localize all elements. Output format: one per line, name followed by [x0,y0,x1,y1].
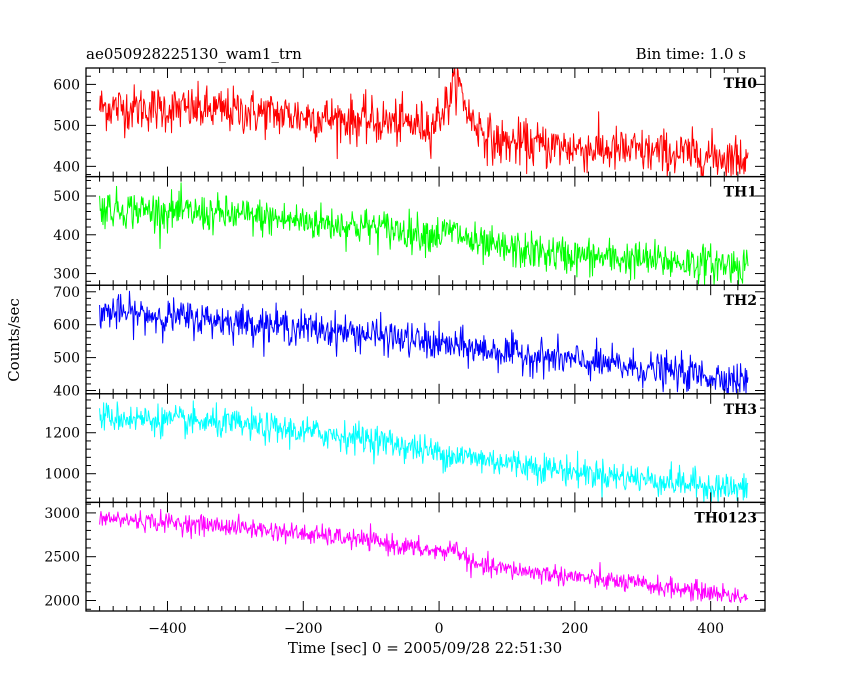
y-axis-title: Counts/sec [5,298,23,382]
y-tick-label: 3000 [44,506,80,522]
bin-time-label: Bin time: 1.0 s [636,45,746,63]
panel-label-th2: TH2 [724,293,757,309]
y-tick-label: 300 [53,267,80,283]
y-tick-label: 500 [53,351,80,367]
panel-th3: 1000 1200 TH3 [44,393,766,504]
x-axis-title: Time [sec] 0 = 2005/09/28 22:51:30 [288,639,562,657]
x-tick-label: 400 [697,621,724,637]
panel-th0: 400 500 600 TH0 [53,67,766,178]
panel-label-th0: TH0 [724,76,758,92]
y-tick-label: 2000 [44,593,80,609]
panel-th1: 300 400 500 TH1 [53,175,766,286]
panels-group: 400 500 600 TH0 300 400 500 TH1 400 500 600 700 TH2 1… [44,67,766,637]
panel-th2: 400 500 600 700 TH2 [53,284,766,400]
y-tick-label: 500 [53,189,80,205]
panel-label-th3: TH3 [724,402,757,418]
series-line-th3 [99,400,749,503]
series-clip-th0 [99,68,749,177]
y-tick-label: 400 [53,228,80,244]
y-tick-label: 500 [53,118,80,134]
plot-title: ae050928225130_wam1_trn [86,45,302,63]
series-clip-th3 [99,400,749,503]
panel-label-th1: TH1 [724,185,757,201]
y-tick-label: 2500 [44,550,80,566]
series-line-th0 [99,68,749,177]
y-tick-label: 600 [53,77,80,93]
y-tick-label: 400 [53,159,80,175]
x-tick-label: −200 [284,621,322,637]
series-line-th2 [99,290,749,394]
series-clip-th2 [99,290,749,394]
series-clip-th1 [99,182,749,286]
series-clip-th0123 [99,508,749,603]
panel-frame [85,501,766,612]
y-tick-label: 1000 [44,467,80,483]
series-line-th0123 [99,508,749,603]
y-tick-label: 600 [53,318,80,334]
x-tick-label: −400 [148,621,186,637]
y-tick-label: 400 [53,384,80,400]
panel-label-th0123: TH0123 [694,510,757,526]
series-line-th1 [99,182,749,286]
x-tick-label: 200 [562,621,589,637]
x-tick-label: 0 [435,621,444,637]
y-tick-label: 1200 [44,426,80,442]
y-tick-label: 700 [53,285,80,301]
panel-th0123: 2000 2500 3000 TH0123 [44,501,766,612]
